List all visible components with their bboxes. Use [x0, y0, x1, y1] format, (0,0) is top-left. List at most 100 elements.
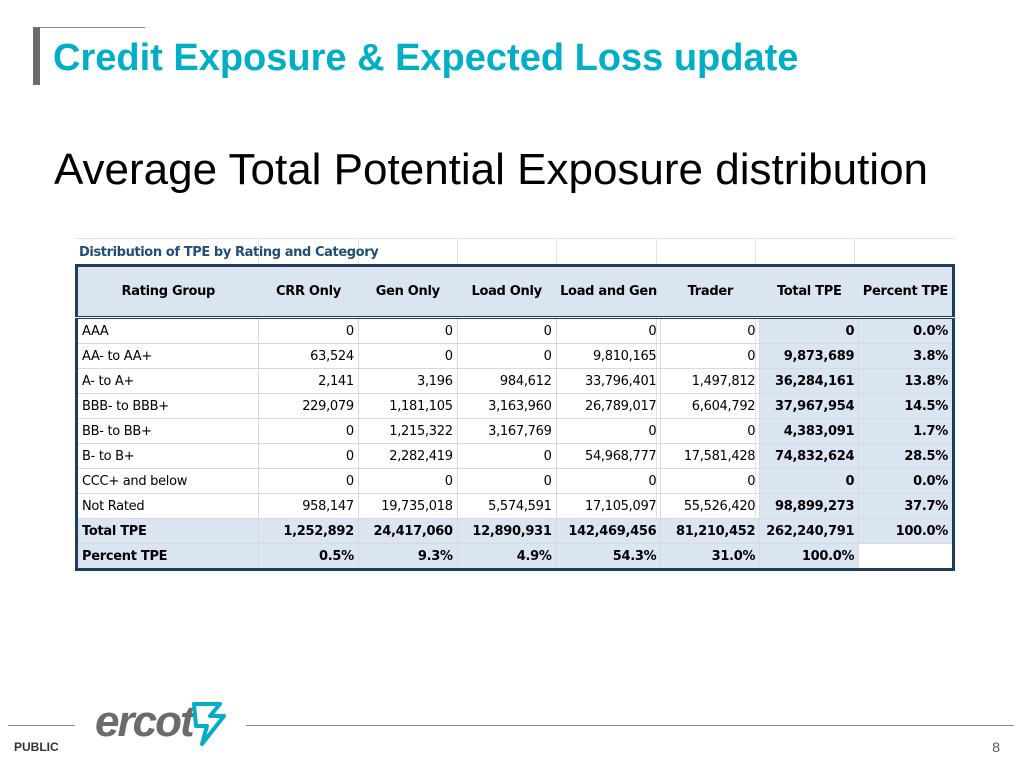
column-header: Gen Only — [358, 265, 458, 319]
value-cell: 1,181,105 — [358, 393, 458, 419]
ercot-bolt-icon — [192, 702, 226, 746]
total-row-label: Total TPE — [76, 518, 260, 544]
total-tpe-row: Total TPE 1,252,892 24,417,060 12,890,93… — [76, 518, 954, 544]
table-row: B- to B+ 0 2,282,419 0 54,968,777 17,581… — [76, 443, 954, 469]
total-cell: 9,873,689 — [759, 343, 860, 369]
footer-divider-left — [8, 725, 75, 726]
percent-cell: 14.5% — [858, 393, 954, 419]
total-value-cell: 81,210,452 — [660, 518, 761, 544]
grand-percent-cell: 100.0% — [858, 518, 954, 544]
value-cell: 1,215,322 — [358, 418, 458, 444]
percent-value-cell: 31.0% — [660, 543, 761, 570]
value-cell: 0 — [457, 443, 557, 469]
total-cell: 0 — [759, 468, 860, 494]
table-header-row: Rating Group CRR Only Gen Only Load Only… — [76, 265, 954, 319]
value-cell: 63,524 — [258, 343, 359, 369]
ercot-logo: ercot — [95, 697, 195, 746]
value-cell: 0 — [556, 418, 662, 444]
page-number: 8 — [992, 739, 1000, 755]
value-cell: 0 — [258, 317, 359, 344]
value-cell: 3,196 — [358, 368, 458, 394]
value-cell: 958,147 — [258, 493, 359, 519]
percent-value-cell: 0.5% — [258, 543, 359, 570]
total-cell: 0 — [759, 317, 860, 344]
rating-cell: AA- to AA+ — [76, 343, 260, 369]
value-cell: 0 — [457, 317, 557, 344]
spreadsheet-excerpt: Distribution of TPE by Rating and Catego… — [75, 238, 955, 571]
value-cell: 17,581,428 — [660, 443, 761, 469]
value-cell: 2,282,419 — [358, 443, 458, 469]
title-accent-bar — [33, 27, 40, 85]
percent-cell: 13.8% — [858, 368, 954, 394]
table-row: A- to A+ 2,141 3,196 984,612 33,796,401 … — [76, 368, 954, 394]
value-cell: 0 — [358, 343, 458, 369]
rating-cell: A- to A+ — [76, 368, 260, 394]
percent-cell: 28.5% — [858, 443, 954, 469]
value-cell: 54,968,777 — [556, 443, 662, 469]
value-cell: 0 — [660, 317, 761, 344]
column-header: Trader — [660, 265, 760, 319]
title-accent-line — [40, 27, 145, 28]
value-cell: 26,789,017 — [556, 393, 662, 419]
value-cell: 0 — [660, 343, 761, 369]
table-row: AAA 0 0 0 0 0 0 0.0% — [76, 317, 954, 344]
gridline — [75, 238, 955, 239]
value-cell: 0 — [258, 468, 359, 494]
table-row: BBB- to BBB+ 229,079 1,181,105 3,163,960… — [76, 393, 954, 419]
value-cell: 6,604,792 — [660, 393, 761, 419]
tpe-distribution-table: Rating Group CRR Only Gen Only Load Only… — [75, 264, 955, 571]
empty-cell — [858, 543, 954, 570]
value-cell: 5,574,591 — [457, 493, 557, 519]
rating-cell: Not Rated — [76, 493, 260, 519]
table-row: CCC+ and below 0 0 0 0 0 0 0.0% — [76, 468, 954, 494]
total-value-cell: 142,469,456 — [556, 518, 662, 544]
footer-divider-right — [246, 725, 1014, 726]
table-row: BB- to BB+ 0 1,215,322 3,167,769 0 0 4,3… — [76, 418, 954, 444]
value-cell: 0 — [258, 443, 359, 469]
value-cell: 984,612 — [457, 368, 557, 394]
percent-value-cell: 9.3% — [358, 543, 458, 570]
percent-cell: 37.7% — [858, 493, 954, 519]
total-value-cell: 12,890,931 — [457, 518, 557, 544]
value-cell: 9,810,165 — [556, 343, 662, 369]
value-cell: 0 — [358, 317, 458, 344]
value-cell: 19,735,018 — [358, 493, 458, 519]
value-cell: 1,497,812 — [660, 368, 761, 394]
percent-cell: 0.0% — [858, 317, 954, 344]
value-cell: 0 — [660, 418, 761, 444]
value-cell: 0 — [457, 343, 557, 369]
value-cell: 0 — [660, 468, 761, 494]
column-header: Total TPE — [759, 265, 859, 319]
value-cell: 0 — [457, 468, 557, 494]
total-cell: 98,899,273 — [759, 493, 860, 519]
table-row: AA- to AA+ 63,524 0 0 9,810,165 0 9,873,… — [76, 343, 954, 369]
percent-cell: 1.7% — [858, 418, 954, 444]
column-header: Rating Group — [76, 265, 259, 319]
total-cell: 36,284,161 — [759, 368, 860, 394]
value-cell: 3,167,769 — [457, 418, 557, 444]
value-cell: 3,163,960 — [457, 393, 557, 419]
slide-subtitle: Average Total Potential Exposure distrib… — [54, 145, 929, 194]
total-cell: 74,832,624 — [759, 443, 860, 469]
column-header: Load Only — [457, 265, 557, 319]
total-cell: 4,383,091 — [759, 418, 860, 444]
classification-label: PUBLIC — [14, 740, 59, 754]
value-cell: 17,105,097 — [556, 493, 662, 519]
percent-cell: 0.0% — [858, 468, 954, 494]
percent-cell: 3.8% — [858, 343, 954, 369]
value-cell: 33,796,401 — [556, 368, 662, 394]
percent-value-cell: 54.3% — [556, 543, 662, 570]
column-header: Load and Gen — [556, 265, 661, 319]
table-row: Not Rated 958,147 19,735,018 5,574,591 1… — [76, 493, 954, 519]
value-cell: 0 — [556, 317, 662, 344]
value-cell: 0 — [556, 468, 662, 494]
total-value-cell: 24,417,060 — [358, 518, 458, 544]
percent-tpe-row: Percent TPE 0.5% 9.3% 4.9% 54.3% 31.0% 1… — [76, 543, 954, 570]
column-header: Percent TPE — [858, 265, 954, 319]
percent-value-cell: 100.0% — [759, 543, 860, 570]
rating-cell: CCC+ and below — [76, 468, 260, 494]
table-caption: Distribution of TPE by Rating and Catego… — [79, 245, 379, 260]
value-cell: 0 — [258, 418, 359, 444]
value-cell: 55,526,420 — [660, 493, 761, 519]
value-cell: 229,079 — [258, 393, 359, 419]
